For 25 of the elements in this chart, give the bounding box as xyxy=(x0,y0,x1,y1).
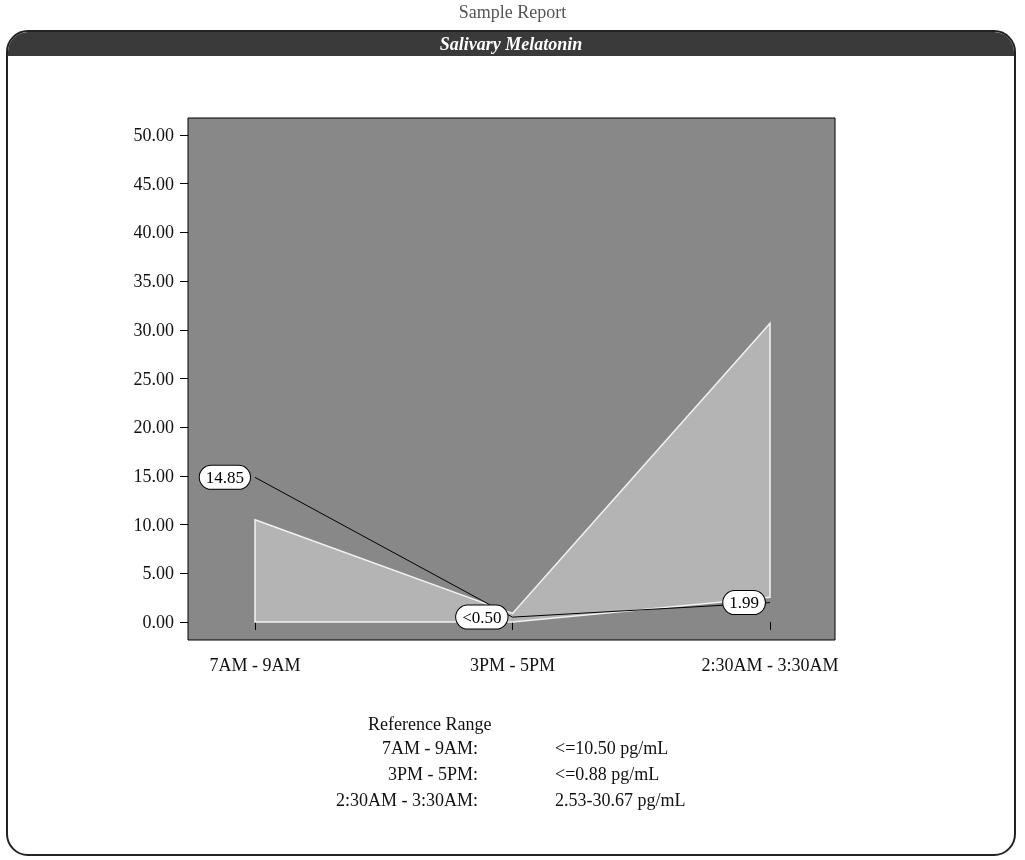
y-tick-label: 30.00 xyxy=(133,319,174,340)
y-tick-label: 5.00 xyxy=(142,563,174,584)
y-tick-label: 15.00 xyxy=(133,465,174,486)
text: 2.53-30.67 pg/mL xyxy=(555,790,686,811)
text: 7AM - 9AM: xyxy=(381,738,478,759)
text: 2:30AM - 3:30AM: xyxy=(335,790,478,811)
y-tick-label: 10.00 xyxy=(133,514,174,535)
text: <=0.88 pg/mL xyxy=(555,764,660,785)
text: 3PM - 5PM: xyxy=(387,764,478,785)
text: Sample Report xyxy=(457,2,568,23)
y-tick-label: 20.00 xyxy=(133,417,174,438)
y-tick-label: 40.00 xyxy=(133,222,174,243)
chart-title: Salivary Melatonin xyxy=(8,32,1014,56)
text: <=10.50 pg/mL xyxy=(555,738,669,759)
data-label: 14.85 xyxy=(205,467,244,487)
x-tick-label: 3PM - 5PM xyxy=(469,655,556,675)
y-tick-label: 0.00 xyxy=(142,611,174,632)
y-tick-label: 50.00 xyxy=(133,125,174,146)
x-tick-label: 7AM - 9AM xyxy=(209,655,301,675)
y-tick-label: 35.00 xyxy=(133,271,174,292)
text: Reference Range xyxy=(368,714,492,735)
data-label: <0.50 xyxy=(462,607,502,627)
x-tick-label: 2:30AM - 3:30AM xyxy=(701,655,839,675)
y-tick-label: 25.00 xyxy=(133,368,174,389)
y-tick-label: 45.00 xyxy=(133,173,174,194)
